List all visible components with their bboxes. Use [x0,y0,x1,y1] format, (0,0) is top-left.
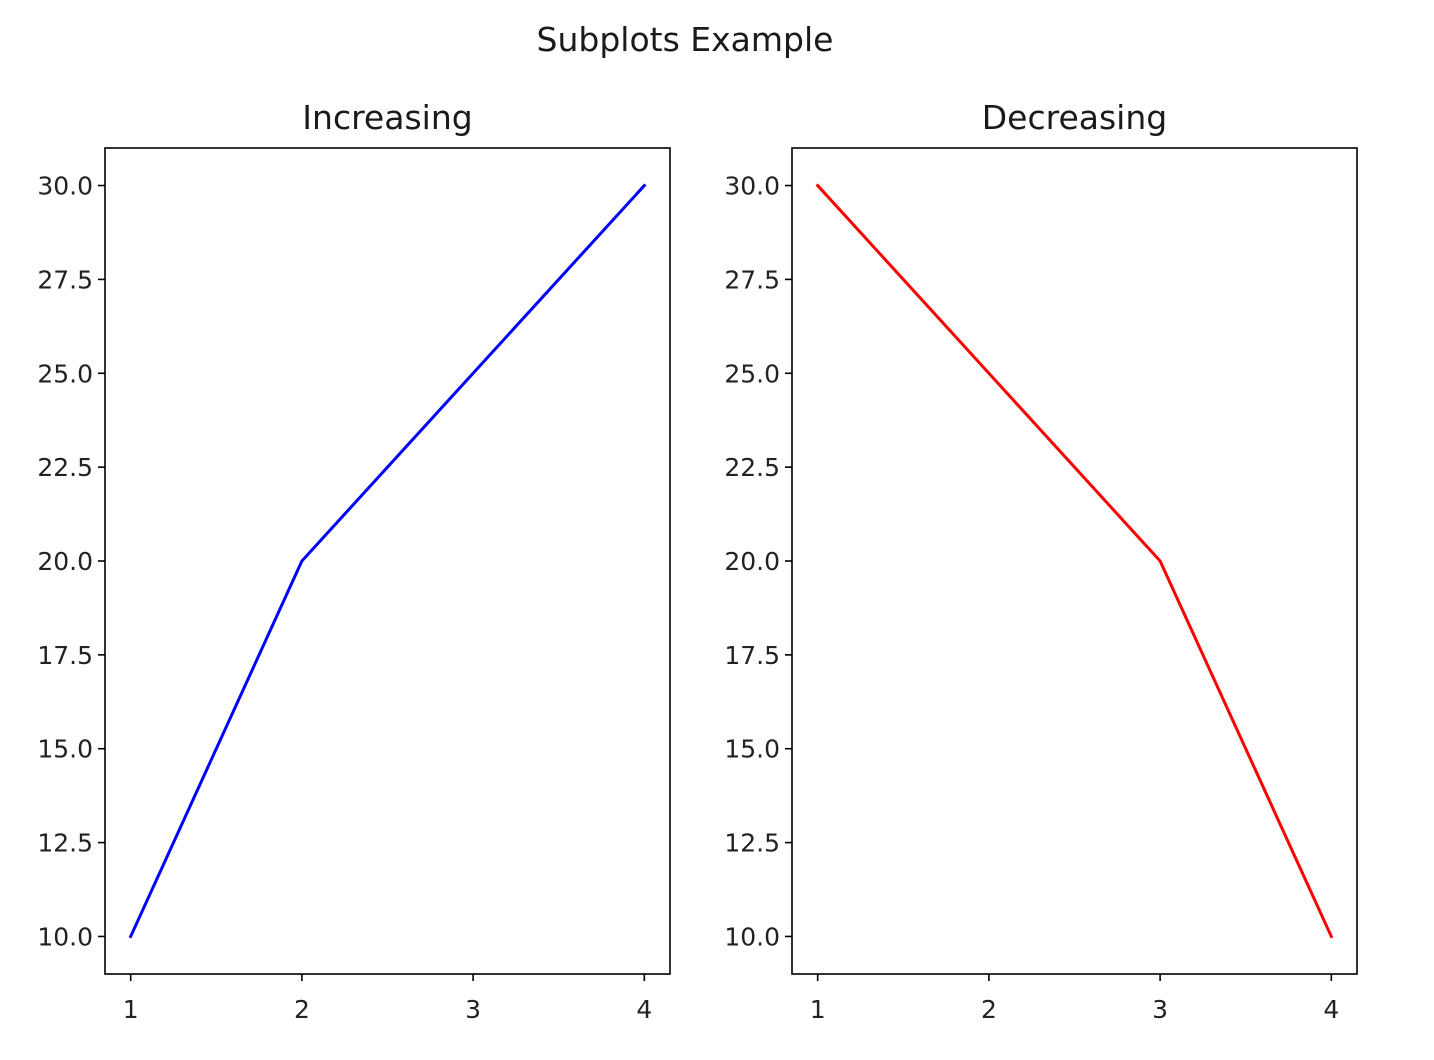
x-tick-label: 2 [981,995,997,1024]
x-tick-label: 3 [465,995,481,1024]
y-tick-label: 15.0 [724,735,780,764]
y-tick-label: 25.0 [37,359,93,388]
subplot-increasing: Increasing 1 2 3 4 10.0 12.5 15.0 17.5 20.0 22.5 25… [37,98,671,1024]
y-tick-label: 12.5 [37,829,93,858]
x-tick-label: 4 [1323,995,1339,1024]
y-tick-label: 20.0 [37,547,93,576]
y-tick-label: 10.0 [724,922,780,951]
axes-frame [791,147,1358,975]
series-line-increasing [128,183,647,939]
x-tick-label: 1 [810,995,826,1024]
y-tick-label: 30.0 [724,172,780,201]
y-tick-label: 20.0 [724,547,780,576]
y-tick-label: 12.5 [724,829,780,858]
x-tick-label: 2 [294,995,310,1024]
series-line-decreasing [815,183,1334,939]
axes-frame [104,147,671,975]
subplot-decreasing: Decreasing 1 2 3 4 10.0 12.5 15.0 17.5 20.0 22.5 25… [724,98,1358,1024]
figure-title: Subplots Example [537,20,834,59]
y-tick-label: 17.5 [724,641,780,670]
y-tick-label: 17.5 [37,641,93,670]
y-tick-label: 22.5 [37,453,93,482]
subplot-title: Decreasing [982,98,1167,137]
x-tick-label: 1 [123,995,139,1024]
x-tick-label: 4 [636,995,652,1024]
x-tick-label: 3 [1152,995,1168,1024]
y-tick-label: 15.0 [37,735,93,764]
subplot-title: Increasing [302,98,472,137]
y-tick-label: 10.0 [37,922,93,951]
y-tick-label: 27.5 [724,265,780,294]
y-tick-label: 30.0 [37,172,93,201]
y-tick-label: 25.0 [724,359,780,388]
y-tick-label: 22.5 [724,453,780,482]
y-tick-label: 27.5 [37,265,93,294]
